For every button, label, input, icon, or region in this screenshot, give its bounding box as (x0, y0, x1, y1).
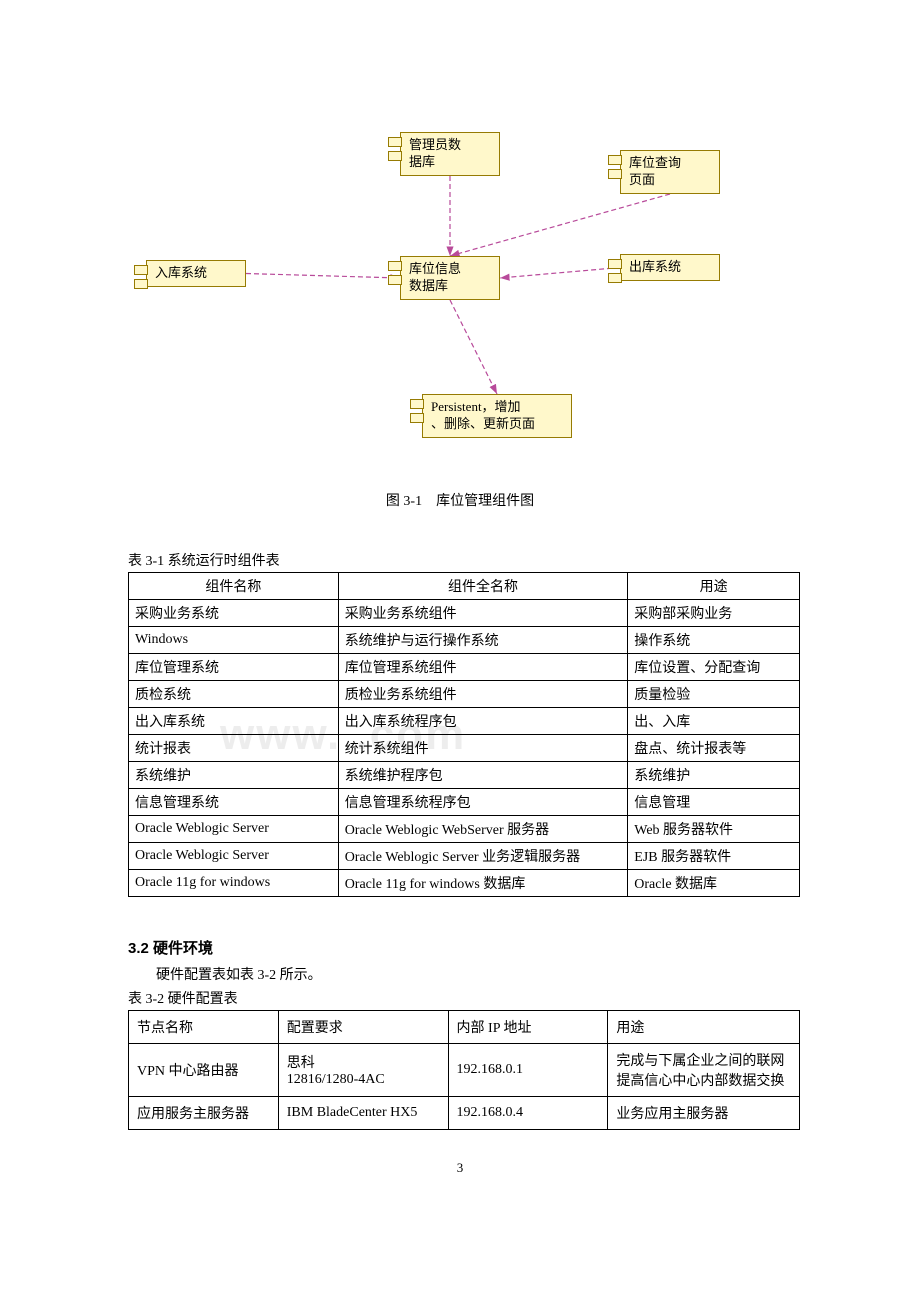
node-admin-db: 管理员数据库 (400, 132, 500, 176)
table-row: 统计报表统计系统组件盘点、统计报表等 (129, 735, 800, 762)
table-cell: 采购部采购业务 (628, 600, 800, 627)
table-header: 内部 IP 地址 (448, 1011, 608, 1044)
table-cell: 192.168.0.4 (448, 1097, 608, 1130)
table-header: 组件名称 (129, 573, 339, 600)
table2-caption: 表 3-2 硬件配置表 (128, 988, 920, 1008)
table-cell: Oracle Weblogic Server 业务逻辑服务器 (338, 843, 628, 870)
table-cell: 系统维护 (628, 762, 800, 789)
table-cell: 采购业务系统组件 (338, 600, 628, 627)
table-cell: 统计系统组件 (338, 735, 628, 762)
table-cell: 信息管理系统 (129, 789, 339, 816)
table-cell: IBM BladeCenter HX5 (278, 1097, 448, 1130)
table-row: Oracle Weblogic ServerOracle Weblogic Se… (129, 843, 800, 870)
table-row: Oracle 11g for windowsOracle 11g for win… (129, 870, 800, 897)
section-heading: 3.2 硬件环境 (128, 937, 920, 958)
table-row: Oracle Weblogic ServerOracle Weblogic We… (129, 816, 800, 843)
components-table: 组件名称组件全名称用途 采购业务系统采购业务系统组件采购部采购业务Windows… (128, 572, 800, 897)
table-cell: 完成与下属企业之间的联网提高信心中心内部数据交换 (608, 1044, 800, 1097)
table2-header-row: 节点名称配置要求内部 IP 地址用途 (129, 1011, 800, 1044)
table-row: 采购业务系统采购业务系统组件采购部采购业务 (129, 600, 800, 627)
table-row: 系统维护系统维护程序包系统维护 (129, 762, 800, 789)
table-cell: Oracle Weblogic Server (129, 816, 339, 843)
table-cell: 出入库系统 (129, 708, 339, 735)
table-row: 出入库系统出入库系统程序包出、入库 (129, 708, 800, 735)
table-header: 用途 (608, 1011, 800, 1044)
table-header: 组件全名称 (338, 573, 628, 600)
table-cell: 统计报表 (129, 735, 339, 762)
node-loc-db: 库位信息数据库 (400, 256, 500, 300)
figure-caption: 图 3-1 库位管理组件图 (0, 490, 920, 510)
node-loc-query: 库位查询页面 (620, 150, 720, 194)
table-cell: Oracle 数据库 (628, 870, 800, 897)
table-cell: 库位设置、分配查询 (628, 654, 800, 681)
table-cell: Oracle 11g for windows 数据库 (338, 870, 628, 897)
node-out-sys: 出库系统 (620, 254, 720, 281)
hardware-table: 节点名称配置要求内部 IP 地址用途 VPN 中心路由器思科12816/1280… (128, 1010, 800, 1130)
section-text: 硬件配置表如表 3-2 所示。 (128, 964, 920, 984)
table-cell: VPN 中心路由器 (129, 1044, 279, 1097)
table-cell: 系统维护与运行操作系统 (338, 627, 628, 654)
table-cell: 应用服务主服务器 (129, 1097, 279, 1130)
table-row: 库位管理系统库位管理系统组件库位设置、分配查询 (129, 654, 800, 681)
table1-header-row: 组件名称组件全名称用途 (129, 573, 800, 600)
table1-caption: 表 3-1 系统运行时组件表 (128, 550, 920, 570)
table-cell: Oracle Weblogic WebServer 服务器 (338, 816, 628, 843)
table-header: 用途 (628, 573, 800, 600)
table-cell: 192.168.0.1 (448, 1044, 608, 1097)
table-cell: 业务应用主服务器 (608, 1097, 800, 1130)
table2-body: VPN 中心路由器思科12816/1280-4AC192.168.0.1完成与下… (129, 1044, 800, 1130)
table-cell: EJB 服务器软件 (628, 843, 800, 870)
table-cell: 库位管理系统组件 (338, 654, 628, 681)
table-row: 应用服务主服务器IBM BladeCenter HX5192.168.0.4业务… (129, 1097, 800, 1130)
table-header: 节点名称 (129, 1011, 279, 1044)
table-row: Windows系统维护与运行操作系统操作系统 (129, 627, 800, 654)
table-cell: 质量检验 (628, 681, 800, 708)
table-cell: 库位管理系统 (129, 654, 339, 681)
table-cell: 质检业务系统组件 (338, 681, 628, 708)
component-diagram: 管理员数据库 库位查询页面入库系统 库位信息数据库 出库系统 Persistent，增加… (0, 110, 920, 470)
table-header: 配置要求 (278, 1011, 448, 1044)
table-cell: 出入库系统程序包 (338, 708, 628, 735)
table-cell: 系统维护程序包 (338, 762, 628, 789)
table-cell: Web 服务器软件 (628, 816, 800, 843)
table-cell: 出、入库 (628, 708, 800, 735)
table-cell: 信息管理 (628, 789, 800, 816)
node-in-sys: 入库系统 (146, 260, 246, 287)
node-persist: Persistent，增加、删除、更新页面 (422, 394, 572, 438)
table-cell: Oracle 11g for windows (129, 870, 339, 897)
table-cell: 思科12816/1280-4AC (278, 1044, 448, 1097)
table-row: 质检系统质检业务系统组件质量检验 (129, 681, 800, 708)
table-cell: 采购业务系统 (129, 600, 339, 627)
table-cell: 信息管理系统程序包 (338, 789, 628, 816)
page-number: 3 (0, 1160, 920, 1216)
table-cell: 质检系统 (129, 681, 339, 708)
table-cell: 系统维护 (129, 762, 339, 789)
table-row: 信息管理系统信息管理系统程序包信息管理 (129, 789, 800, 816)
table-cell: Windows (129, 627, 339, 654)
table-row: VPN 中心路由器思科12816/1280-4AC192.168.0.1完成与下… (129, 1044, 800, 1097)
table-cell: 操作系统 (628, 627, 800, 654)
table-cell: 盘点、统计报表等 (628, 735, 800, 762)
table-cell: Oracle Weblogic Server (129, 843, 339, 870)
table1-body: 采购业务系统采购业务系统组件采购部采购业务Windows系统维护与运行操作系统操… (129, 600, 800, 897)
